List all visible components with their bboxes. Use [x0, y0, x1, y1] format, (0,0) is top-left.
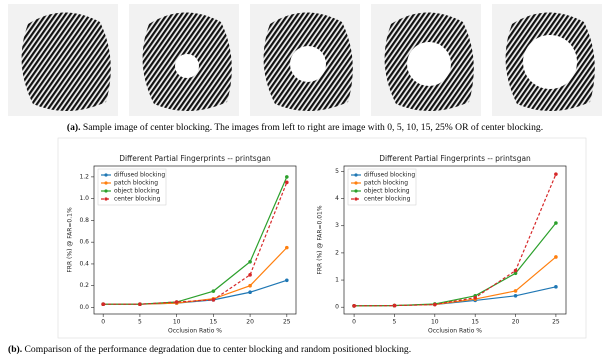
- legend-label: diffused blocking: [364, 172, 415, 179]
- x-tick-label: 10: [173, 319, 181, 326]
- page: (a). Sample image of center blocking. Th…: [0, 0, 610, 360]
- y-tick-label: 0.6: [79, 239, 89, 246]
- data-point: [554, 172, 558, 176]
- x-tick-label: 20: [246, 319, 254, 326]
- fingerprint-image: [371, 4, 481, 116]
- data-point: [138, 302, 142, 306]
- legend-marker: [354, 197, 357, 200]
- y-tick-label: 4: [335, 195, 339, 202]
- y-tick-label: 3: [335, 222, 339, 229]
- chart-title: Different Partial Fingerprints -- prints…: [379, 154, 531, 163]
- legend-marker: [104, 173, 107, 176]
- x-axis-label: Occlusion Ratio %: [168, 328, 222, 335]
- x-tick-label: 5: [393, 319, 397, 326]
- legend-label: center blocking: [114, 196, 161, 203]
- x-tick-label: 15: [210, 319, 218, 326]
- x-tick-label: 0: [101, 319, 105, 326]
- figure: (a). Sample image of center blocking. Th…: [0, 0, 610, 360]
- fingerprint-image: [8, 4, 118, 116]
- series-line: [103, 248, 287, 305]
- data-point: [248, 260, 252, 264]
- caption-label: (a).: [67, 122, 81, 133]
- data-point: [285, 181, 289, 185]
- y-tick-label: 0: [335, 304, 339, 311]
- x-tick-label: 15: [471, 319, 479, 326]
- legend-label: patch blocking: [364, 180, 408, 187]
- data-point: [514, 289, 518, 293]
- data-point: [554, 255, 558, 259]
- y-tick-label: 0.0: [79, 304, 89, 311]
- legend-label: object blocking: [364, 188, 410, 195]
- data-point: [285, 246, 289, 250]
- data-point: [514, 294, 518, 298]
- legend-marker: [104, 197, 107, 200]
- data-point: [248, 290, 252, 294]
- x-tick-label: 20: [512, 319, 520, 326]
- x-tick-label: 0: [352, 319, 356, 326]
- y-tick-label: 1: [335, 277, 339, 284]
- legend-label: patch blocking: [114, 180, 158, 187]
- data-point: [212, 298, 216, 302]
- legend-label: diffused blocking: [114, 172, 165, 179]
- y-tick-label: 2: [335, 249, 339, 256]
- fingerprint-image: [129, 4, 239, 116]
- legend-marker: [354, 189, 357, 192]
- legend-label: center blocking: [364, 196, 411, 203]
- y-tick-label: 0.2: [79, 282, 89, 289]
- data-point: [285, 278, 289, 282]
- fingerprint-image: [492, 4, 602, 116]
- data-point: [554, 221, 558, 225]
- series-line: [354, 257, 556, 306]
- legend-label: object blocking: [114, 188, 160, 195]
- chart-title: Different Partial Fingerprints -- prints…: [119, 154, 271, 163]
- data-point: [352, 304, 356, 308]
- legend-marker: [104, 181, 107, 184]
- y-tick-label: 1.0: [79, 195, 89, 202]
- data-point: [285, 175, 289, 179]
- data-point: [433, 303, 437, 307]
- series-line: [354, 287, 556, 306]
- x-tick-label: 25: [283, 319, 291, 326]
- x-tick-label: 5: [138, 319, 142, 326]
- data-point: [393, 304, 397, 308]
- data-point: [175, 300, 179, 304]
- legend-marker: [104, 189, 107, 192]
- caption-text: Comparison of the performance degradatio…: [25, 344, 412, 355]
- y-tick-label: 1.2: [79, 173, 89, 180]
- y-tick-label: 0.4: [79, 260, 89, 267]
- data-point: [248, 284, 252, 288]
- data-point: [473, 296, 477, 300]
- fingerprint-row: [8, 4, 602, 116]
- data-point: [554, 285, 558, 289]
- caption-text: Sample image of center blocking. The ima…: [83, 122, 543, 133]
- caption-label: (b).: [8, 344, 22, 355]
- data-point: [101, 302, 105, 306]
- legend-marker: [354, 173, 357, 176]
- y-axis-label: FRR (%) @ FAR=0.01%: [317, 205, 324, 274]
- y-tick-label: 5: [335, 168, 339, 175]
- y-axis-label: FRR (%) @ FAR=0.1%: [67, 207, 74, 273]
- legend-marker: [354, 181, 357, 184]
- x-axis-label: Occlusion Ratio %: [428, 328, 482, 335]
- data-point: [248, 273, 252, 277]
- data-point: [514, 269, 518, 273]
- fingerprint-image: [250, 4, 360, 116]
- caption-a: (a). Sample image of center blocking. Th…: [67, 122, 543, 133]
- x-tick-label: 25: [552, 319, 560, 326]
- data-point: [212, 289, 216, 293]
- x-tick-label: 10: [431, 319, 439, 326]
- y-tick-label: 0.8: [79, 217, 89, 224]
- caption-b: (b). Comparison of the performance degra…: [8, 344, 411, 355]
